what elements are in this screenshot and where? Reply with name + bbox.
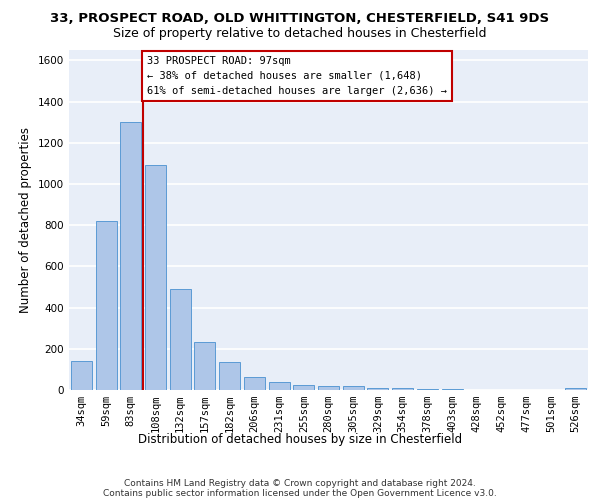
Bar [244,376,265,390]
Bar [120,122,141,390]
Bar [293,385,314,390]
Bar [269,382,290,390]
Bar [392,388,413,390]
Bar [71,361,92,390]
Bar [367,388,388,390]
Bar [219,362,240,390]
Bar [95,221,116,390]
Bar [194,342,215,390]
Bar [417,389,438,390]
Text: Distribution of detached houses by size in Chesterfield: Distribution of detached houses by size … [138,432,462,446]
Y-axis label: Number of detached properties: Number of detached properties [19,127,32,313]
Text: 33 PROSPECT ROAD: 97sqm
← 38% of detached houses are smaller (1,648)
61% of semi: 33 PROSPECT ROAD: 97sqm ← 38% of detache… [147,56,447,96]
Text: 33, PROSPECT ROAD, OLD WHITTINGTON, CHESTERFIELD, S41 9DS: 33, PROSPECT ROAD, OLD WHITTINGTON, CHES… [50,12,550,26]
Bar [565,388,586,390]
Bar [318,386,339,390]
Text: Contains HM Land Registry data © Crown copyright and database right 2024.: Contains HM Land Registry data © Crown c… [124,478,476,488]
Bar [145,166,166,390]
Text: Contains public sector information licensed under the Open Government Licence v3: Contains public sector information licen… [103,488,497,498]
Bar [170,289,191,390]
Bar [343,386,364,390]
Text: Size of property relative to detached houses in Chesterfield: Size of property relative to detached ho… [113,28,487,40]
